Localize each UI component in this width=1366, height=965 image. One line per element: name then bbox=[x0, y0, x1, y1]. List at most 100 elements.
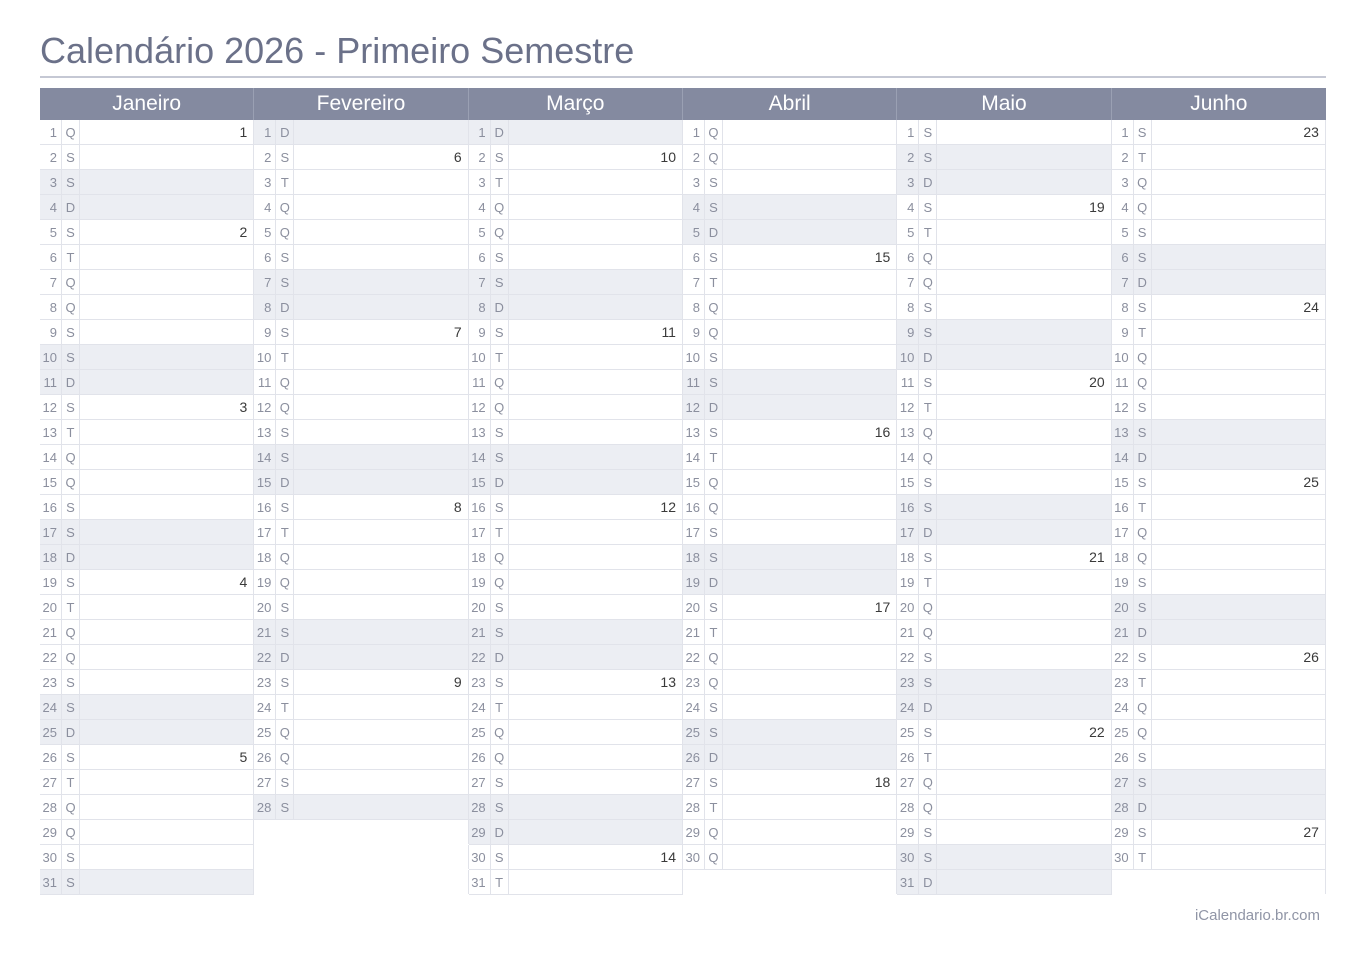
day-number: 25 bbox=[683, 720, 705, 744]
day-weekday: S bbox=[705, 520, 723, 544]
day-note bbox=[723, 470, 897, 494]
day-weekday: T bbox=[276, 345, 294, 369]
day-row: 16S12 bbox=[469, 495, 683, 520]
day-note: 18 bbox=[723, 770, 897, 794]
day-weekday: Q bbox=[276, 370, 294, 394]
day-row: 13T bbox=[40, 420, 254, 445]
day-row: 23Q bbox=[683, 670, 897, 695]
day-row: 25Q bbox=[254, 720, 468, 745]
day-row: 16S8 bbox=[254, 495, 468, 520]
day-weekday: D bbox=[1134, 795, 1152, 819]
day-row: 6T bbox=[40, 245, 254, 270]
day-note bbox=[294, 420, 468, 444]
day-weekday: Q bbox=[491, 720, 509, 744]
day-number: 10 bbox=[683, 345, 705, 369]
day-note bbox=[294, 645, 468, 669]
day-note: 6 bbox=[294, 145, 468, 169]
day-number: 2 bbox=[254, 145, 276, 169]
day-number: 4 bbox=[1112, 195, 1134, 219]
day-row: 17D bbox=[897, 520, 1111, 545]
day-weekday: Q bbox=[62, 645, 80, 669]
day-note bbox=[80, 695, 254, 719]
day-weekday: T bbox=[705, 445, 723, 469]
day-weekday: Q bbox=[705, 470, 723, 494]
month-column: Janeiro1Q12S3S4D5S26T7Q8Q9S10S11D12S313T… bbox=[40, 88, 254, 895]
day-row: 30T bbox=[1112, 845, 1326, 870]
day-row: 11S bbox=[683, 370, 897, 395]
day-number bbox=[254, 820, 276, 844]
day-number: 4 bbox=[40, 195, 62, 219]
day-number: 8 bbox=[1112, 295, 1134, 319]
day-note bbox=[1152, 570, 1326, 594]
day-number: 5 bbox=[469, 220, 491, 244]
day-row: 12Q bbox=[469, 395, 683, 420]
day-row: 24D bbox=[897, 695, 1111, 720]
day-weekday: S bbox=[705, 770, 723, 794]
day-number: 27 bbox=[897, 770, 919, 794]
day-row: 14Q bbox=[40, 445, 254, 470]
day-number: 4 bbox=[254, 195, 276, 219]
day-row: 17S bbox=[40, 520, 254, 545]
day-weekday: D bbox=[62, 720, 80, 744]
day-weekday: T bbox=[919, 570, 937, 594]
day-number: 18 bbox=[469, 545, 491, 569]
day-weekday: S bbox=[1134, 595, 1152, 619]
day-row: 4Q bbox=[1112, 195, 1326, 220]
day-number: 18 bbox=[40, 545, 62, 569]
day-number: 25 bbox=[1112, 720, 1134, 744]
day-row: 15Q bbox=[40, 470, 254, 495]
day-number: 8 bbox=[897, 295, 919, 319]
day-number: 24 bbox=[897, 695, 919, 719]
day-row: 20Q bbox=[897, 595, 1111, 620]
day-number: 30 bbox=[40, 845, 62, 869]
day-weekday: Q bbox=[1134, 345, 1152, 369]
day-note: 3 bbox=[80, 395, 254, 419]
day-number: 22 bbox=[254, 645, 276, 669]
day-row: 10D bbox=[897, 345, 1111, 370]
day-note bbox=[80, 670, 254, 694]
day-number: 13 bbox=[469, 420, 491, 444]
day-number: 28 bbox=[40, 795, 62, 819]
day-weekday: T bbox=[919, 395, 937, 419]
day-number: 12 bbox=[683, 395, 705, 419]
day-row: 26S5 bbox=[40, 745, 254, 770]
day-row: 26S bbox=[1112, 745, 1326, 770]
day-weekday: S bbox=[276, 445, 294, 469]
day-note bbox=[80, 845, 254, 869]
day-row: 11Q bbox=[469, 370, 683, 395]
day-row: 10S bbox=[683, 345, 897, 370]
day-note bbox=[1152, 720, 1326, 744]
day-note bbox=[1152, 495, 1326, 519]
day-note bbox=[1152, 845, 1326, 869]
day-weekday: T bbox=[919, 220, 937, 244]
day-note: 22 bbox=[937, 720, 1111, 744]
day-row: 26Q bbox=[254, 745, 468, 770]
day-note bbox=[294, 520, 468, 544]
day-number: 8 bbox=[40, 295, 62, 319]
day-note bbox=[294, 345, 468, 369]
day-number: 19 bbox=[40, 570, 62, 594]
day-weekday: D bbox=[919, 170, 937, 194]
day-number: 15 bbox=[897, 470, 919, 494]
day-weekday: T bbox=[491, 520, 509, 544]
day-row bbox=[254, 870, 468, 895]
day-number: 26 bbox=[683, 745, 705, 769]
day-note bbox=[1152, 145, 1326, 169]
day-row: 27S bbox=[1112, 770, 1326, 795]
day-note bbox=[1152, 245, 1326, 269]
day-row: 18D bbox=[40, 545, 254, 570]
day-number: 30 bbox=[683, 845, 705, 869]
day-number: 20 bbox=[40, 595, 62, 619]
day-weekday: T bbox=[705, 620, 723, 644]
day-number: 11 bbox=[897, 370, 919, 394]
day-note bbox=[723, 145, 897, 169]
day-number: 3 bbox=[40, 170, 62, 194]
day-note bbox=[294, 695, 468, 719]
day-number: 9 bbox=[40, 320, 62, 344]
day-weekday: T bbox=[491, 870, 509, 894]
day-row: 10Q bbox=[1112, 345, 1326, 370]
day-number: 19 bbox=[254, 570, 276, 594]
day-number: 12 bbox=[897, 395, 919, 419]
day-row: 19S bbox=[1112, 570, 1326, 595]
day-row: 24T bbox=[254, 695, 468, 720]
